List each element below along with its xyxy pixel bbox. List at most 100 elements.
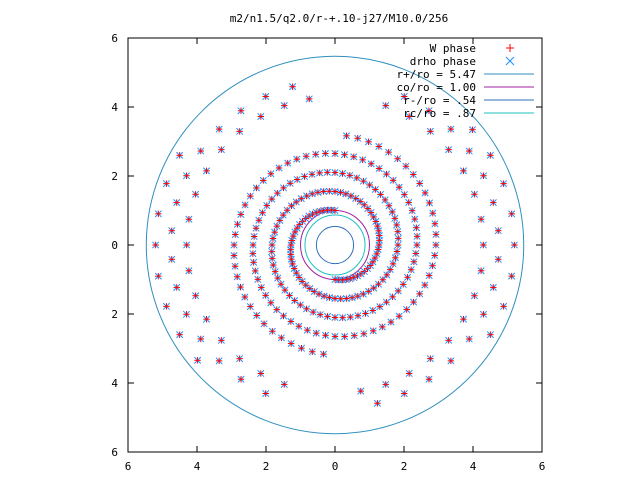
data-point <box>468 126 476 134</box>
data-point <box>407 266 415 274</box>
data-point <box>268 195 276 203</box>
data-point <box>367 209 375 217</box>
y-tick-label: 2 <box>111 170 118 183</box>
data-point <box>382 102 390 110</box>
data-point <box>373 399 381 407</box>
data-point <box>305 95 313 103</box>
data-point <box>395 312 403 320</box>
x-tick-label: 0 <box>332 460 339 473</box>
data-point <box>367 160 375 168</box>
data-point <box>241 293 249 301</box>
data-point <box>486 331 494 339</box>
data-point <box>197 335 205 343</box>
data-point <box>394 287 402 295</box>
data-point <box>382 298 390 306</box>
data-point <box>389 260 397 268</box>
data-point <box>252 224 260 232</box>
data-point <box>281 286 289 294</box>
data-point <box>361 309 370 318</box>
data-point <box>500 302 508 310</box>
data-point <box>339 314 347 322</box>
data-point <box>277 280 285 288</box>
data-point <box>237 375 245 383</box>
data-point <box>371 185 379 194</box>
data-point <box>268 241 276 249</box>
data-point <box>162 302 170 310</box>
data-point <box>431 251 439 260</box>
data-point <box>489 199 497 207</box>
data-point <box>465 147 473 155</box>
data-point <box>375 165 383 173</box>
data-point <box>338 170 347 178</box>
x-tick-label: 6 <box>125 460 132 473</box>
data-point <box>320 187 328 196</box>
data-point <box>459 315 468 323</box>
data-point <box>236 355 244 363</box>
data-point <box>411 215 419 223</box>
data-point <box>410 298 418 306</box>
data-point <box>370 284 378 292</box>
data-point <box>354 292 362 300</box>
data-point <box>393 247 401 256</box>
data-point <box>403 306 411 314</box>
data-point <box>292 198 300 206</box>
data-point <box>410 258 418 266</box>
data-point <box>373 222 382 230</box>
data-point <box>394 234 402 242</box>
data-point <box>357 387 365 395</box>
data-point <box>425 199 434 207</box>
data-point <box>432 241 440 249</box>
data-point <box>293 155 301 163</box>
data-point <box>445 336 453 344</box>
data-point <box>340 151 349 159</box>
reference-circle <box>300 210 370 280</box>
data-point <box>287 255 295 263</box>
y-tick-label: 4 <box>111 101 118 114</box>
data-point <box>249 250 257 258</box>
data-point <box>291 296 299 305</box>
data-point <box>267 299 275 307</box>
data-point <box>402 162 410 170</box>
data-point <box>308 170 316 178</box>
data-point <box>405 369 413 378</box>
data-point <box>230 252 238 260</box>
data-point <box>254 275 262 283</box>
data-point <box>403 273 412 281</box>
data-point <box>421 281 429 289</box>
data-point <box>489 283 497 291</box>
data-point <box>500 180 508 188</box>
data-point <box>197 147 205 155</box>
data-point <box>279 312 288 320</box>
data-point <box>346 171 354 179</box>
data-point <box>284 159 292 167</box>
data-point <box>287 317 295 325</box>
data-point <box>350 332 358 340</box>
data-point <box>215 125 223 133</box>
data-point <box>354 312 362 320</box>
data-point <box>416 290 424 298</box>
data-point <box>280 380 288 388</box>
data-point <box>259 176 267 184</box>
data-point <box>249 241 257 249</box>
data-point <box>421 189 429 197</box>
data-point <box>289 232 297 240</box>
data-point <box>374 280 383 288</box>
legend-swatch <box>505 56 515 66</box>
data-point <box>319 350 328 358</box>
data-point <box>283 206 291 214</box>
data-point <box>173 283 181 291</box>
legend-label: drho phase <box>410 55 476 68</box>
y-tick-label: 2 <box>111 308 118 321</box>
data-point <box>250 232 258 241</box>
data-point <box>393 221 401 229</box>
data-point <box>342 294 350 303</box>
data-point <box>308 190 316 198</box>
data-point <box>325 187 333 195</box>
data-point <box>378 323 386 331</box>
data-point <box>202 315 211 323</box>
data-point <box>385 202 393 210</box>
data-point <box>366 181 374 189</box>
data-point <box>337 295 345 303</box>
data-point <box>385 148 393 156</box>
data-point <box>260 320 268 328</box>
